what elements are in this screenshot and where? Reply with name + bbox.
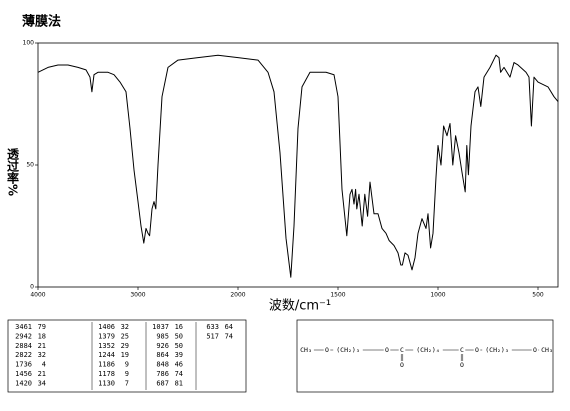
y-axis-label: 透过率%	[6, 148, 20, 196]
formula-group: O	[475, 346, 479, 354]
peak-wavenumber: 1037	[152, 323, 169, 331]
peak-wavenumber: 3461	[15, 323, 32, 331]
x-tick-label: 3000	[130, 292, 145, 299]
formula-group: (CH₂)₄	[416, 346, 439, 354]
peak-wavenumber: 1456	[15, 370, 32, 378]
peak-wavenumber: 517	[206, 332, 219, 340]
plot-frame	[37, 42, 559, 288]
peak-transmittance: 79	[38, 323, 46, 331]
peak-wavenumber: 1379	[98, 332, 115, 340]
peak-wavenumber: 1352	[98, 342, 115, 350]
peak-transmittance: 50	[175, 332, 183, 340]
formula-group: (CH₂)₃	[485, 346, 508, 354]
peak-transmittance: 19	[121, 351, 129, 359]
peak-transmittance: 4	[42, 361, 46, 369]
peak-wavenumber: 2884	[15, 342, 32, 350]
formula-group: CH₃	[300, 346, 312, 354]
peak-transmittance: 16	[175, 323, 183, 331]
peak-transmittance: 50	[175, 342, 183, 350]
formula-group: O	[533, 346, 537, 354]
formula-group: (CH₂)₃	[336, 346, 359, 354]
carbonyl-oxygen: O	[400, 361, 404, 369]
peak-wavenumber: 1178	[98, 370, 115, 378]
formula-group: C	[460, 346, 464, 354]
peak-wavenumber: 2822	[15, 351, 32, 359]
peak-wavenumber: 687	[156, 379, 169, 387]
peak-transmittance: 34	[38, 379, 46, 387]
formula-group: O	[325, 346, 329, 354]
y-tick-label: 100	[23, 40, 35, 47]
peak-transmittance: 46	[175, 361, 183, 369]
spectrum-line	[37, 54, 559, 278]
peak-transmittance: 39	[175, 351, 183, 359]
peak-wavenumber: 1406	[98, 323, 115, 331]
peak-wavenumber: 2942	[15, 332, 32, 340]
peak-transmittance: 32	[38, 351, 46, 359]
peak-wavenumber: 864	[156, 351, 169, 359]
peak-transmittance: 25	[121, 332, 129, 340]
x-tick-label: 1000	[430, 292, 445, 299]
peak-wavenumber: 926	[156, 342, 169, 350]
peak-transmittance: 7	[125, 379, 129, 387]
y-tick-label: 50	[26, 162, 34, 169]
peak-wavenumber: 786	[156, 370, 169, 378]
formula-group: CH₃	[541, 346, 553, 354]
formula-group: C	[400, 346, 404, 354]
peak-wavenumber: 848	[156, 361, 169, 369]
peak-transmittance: 32	[121, 323, 129, 331]
peak-transmittance: 81	[175, 379, 183, 387]
peak-transmittance: 18	[38, 332, 46, 340]
structure-box	[296, 319, 554, 393]
peak-wavenumber: 985	[156, 332, 169, 340]
peak-wavenumber: 1186	[98, 361, 115, 369]
x-axis-label: 波数/cm⁻¹	[269, 299, 331, 314]
x-tick-label: 500	[532, 292, 544, 299]
carbonyl-oxygen: O	[460, 361, 464, 369]
chart-title: 薄膜法	[22, 14, 61, 30]
peak-transmittance: 21	[38, 342, 46, 350]
peak-wavenumber: 1420	[15, 379, 32, 387]
x-tick-label: 2000	[230, 292, 245, 299]
peak-transmittance: 74	[175, 370, 183, 378]
peak-transmittance: 21	[38, 370, 46, 378]
x-tick-label: 1500	[330, 292, 345, 299]
y-tick-label: 0	[30, 284, 34, 291]
formula-group: O	[385, 346, 389, 354]
peak-transmittance: 64	[225, 323, 233, 331]
x-tick-label: 4000	[30, 292, 45, 299]
peak-transmittance: 74	[225, 332, 233, 340]
peak-wavenumber: 1130	[98, 379, 115, 387]
peak-transmittance: 29	[121, 342, 129, 350]
peak-wavenumber: 1736	[15, 361, 32, 369]
peak-wavenumber: 1244	[98, 351, 115, 359]
peak-transmittance: 9	[125, 370, 129, 378]
peak-transmittance: 9	[125, 361, 129, 369]
peak-wavenumber: 633	[206, 323, 219, 331]
peak-table-box	[7, 319, 247, 393]
